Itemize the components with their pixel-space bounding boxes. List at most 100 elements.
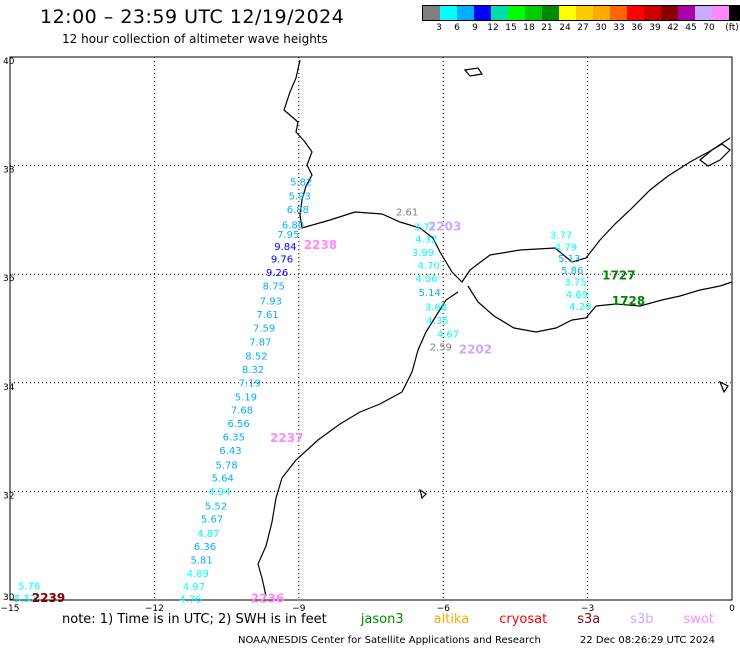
- wave-height-value: 4.97: [183, 582, 205, 593]
- legend-tick-label: 21: [541, 23, 553, 33]
- legend-swatch: [440, 6, 457, 20]
- wave-height-value: 8.52: [245, 352, 267, 363]
- legend-tick-label: 39: [649, 23, 661, 33]
- legend-tick-label: 33: [613, 23, 625, 33]
- wave-height-value: 5.64: [212, 473, 234, 484]
- wave-height-value: 9.26: [266, 268, 288, 279]
- legend-swatch: [729, 6, 740, 20]
- legend-tick-label: 45: [685, 23, 697, 33]
- island-mallorca: [699, 143, 731, 167]
- legend-swatch: [661, 6, 678, 20]
- axis-labels: −15 −12 −9 −6 −3 0 40 38 36 34 32 30: [1, 57, 736, 614]
- legend-swatch: [457, 6, 474, 20]
- satellite-name: altika: [433, 612, 470, 627]
- legend-ticks: 3 6 9 12 15 18 21 24 27 30 33 36 39 42 45 70 (ft): [422, 21, 740, 35]
- wave-height-value: 8.75: [263, 282, 285, 293]
- wave-height-value: 7.19: [239, 378, 261, 389]
- wave-height-value: 3.77: [550, 231, 572, 242]
- wave-height-value: 2.61: [396, 207, 418, 218]
- wave-height-value: 3.72: [414, 223, 436, 234]
- wave-height-value: 9.76: [271, 255, 293, 266]
- wave-height-value: 4.89: [187, 569, 209, 580]
- wave-height-value: 7.61: [256, 310, 278, 321]
- legend-swatch: [627, 6, 644, 20]
- x-tick-label: −9: [292, 604, 306, 614]
- legend-swatch: [593, 6, 610, 20]
- legend-swatch: [712, 6, 729, 20]
- wave-height-value: 7.95: [277, 230, 299, 241]
- wave-height-value: 4.69: [566, 290, 588, 301]
- footer-note-text: note: 1) Time is in UTC; 2) SWH is in fe…: [62, 612, 327, 627]
- legend-swatch: [678, 6, 695, 20]
- legend-swatch: [525, 6, 542, 20]
- satellite-name: s3b: [630, 612, 654, 627]
- pass-label: 2237: [270, 431, 303, 445]
- wave-height-value: 2.59: [430, 343, 452, 354]
- satellite-name: s3a: [577, 612, 601, 627]
- legend-tick-label: 42: [667, 23, 679, 33]
- wave-height-value: 4.87: [197, 529, 219, 540]
- island-small-2: [718, 380, 729, 394]
- map-frame: [9, 56, 733, 601]
- legend-swatch: [542, 6, 559, 20]
- coastline-africa: [257, 291, 459, 597]
- wave-height-value: 4.76: [179, 594, 201, 605]
- coastline-iberia-atlantic: [283, 59, 731, 283]
- map-grid: [10, 57, 732, 600]
- wave-height-value: 8.32: [242, 365, 264, 376]
- wave-height-value: 5.19: [235, 392, 257, 403]
- x-tick-label: −3: [581, 604, 594, 614]
- legend-swatch: [695, 6, 712, 20]
- legend-swatch: [508, 6, 525, 20]
- wave-height-value: 5.86: [561, 266, 583, 277]
- wave-height-value: 4.94: [208, 487, 230, 498]
- wave-height-points: 5.82 5.93 6.88 6.807.959.84 9.76 9.26 8.75 7.93…: [14, 177, 591, 605]
- x-tick-label: 0: [729, 604, 735, 614]
- x-tick-label: −12: [145, 604, 164, 614]
- legend-color-bar: [422, 5, 740, 21]
- satellite-name: swot: [683, 612, 714, 627]
- legend-tick-label: 18: [523, 23, 535, 33]
- wave-height-value: 3.68: [425, 302, 447, 313]
- wave-height-value: 5.52: [14, 594, 36, 605]
- satellite-name: jason3: [360, 612, 404, 627]
- wave-height-value: 6.35: [223, 433, 245, 444]
- y-tick-label: 38: [3, 166, 15, 176]
- wave-height-value: 6.56: [228, 419, 250, 430]
- legend-tick-label: 24: [559, 23, 571, 33]
- wave-height-value: 6.43: [219, 446, 241, 457]
- wave-height-value: 4.32: [415, 234, 437, 245]
- pass-labels: 2238 2203 2202 1727 1728 2237 2236 2239: [32, 219, 645, 605]
- legend-tick-label: 30: [595, 23, 607, 33]
- pass-label: 1727: [602, 268, 635, 282]
- y-tick-label: 36: [3, 274, 15, 284]
- legend-swatch: [491, 6, 508, 20]
- wave-height-value: 5.93: [289, 192, 311, 203]
- satellite-legend: jason3 altika cryosat s3a s3b swot: [339, 612, 722, 627]
- color-legend: 3 6 9 12 15 18 21 24 27 30 33 36 39 42 45 70 (ft): [422, 5, 740, 35]
- legend-tick-label: 9: [472, 23, 478, 33]
- map-subtitle: 12 hour collection of altimeter wave hei…: [62, 32, 328, 46]
- wave-height-value: 5.14: [419, 288, 441, 299]
- footer-credit: NOAA/NESDIS Center for Satellite Applica…: [238, 635, 541, 646]
- island-small-1: [463, 67, 484, 77]
- legend-swatch: [423, 6, 440, 20]
- wave-height-value: 6.88: [287, 205, 309, 216]
- wave-height-value: 5.13: [558, 254, 580, 265]
- wave-height-value: 7.59: [253, 324, 275, 335]
- wave-height-value: 7.68: [231, 405, 253, 416]
- legend-swatch: [576, 6, 593, 20]
- wave-height-value: 5.81: [190, 555, 212, 566]
- legend-tick-label: 3: [436, 23, 442, 33]
- legend-tick-label: 27: [577, 23, 589, 33]
- wave-height-value: 5.82: [290, 177, 312, 188]
- pass-label: 2236: [251, 591, 284, 605]
- x-tick-label: −15: [1, 604, 20, 614]
- legend-unit: (ft): [725, 23, 739, 33]
- wave-height-value: 7.87: [249, 338, 271, 349]
- legend-tick-label: 12: [487, 23, 499, 33]
- wave-height-value: 5.67: [201, 515, 223, 526]
- wave-height-value: 5.78: [215, 460, 237, 471]
- wave-height-value: 3.75: [564, 277, 586, 288]
